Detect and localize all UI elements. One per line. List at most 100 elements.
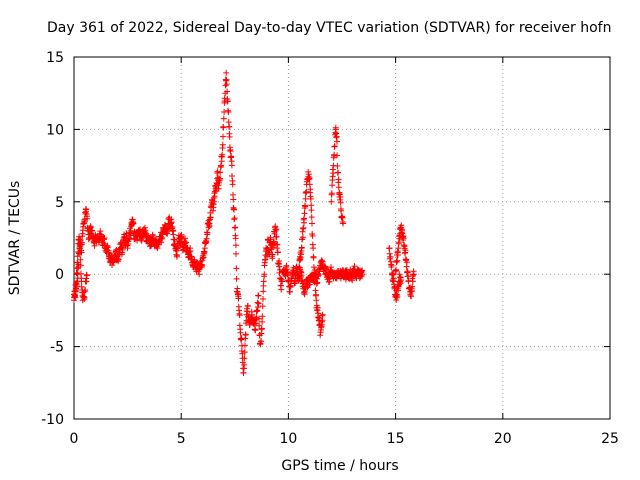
data-point <box>299 234 306 241</box>
data-point <box>233 275 240 282</box>
data-point <box>105 247 112 254</box>
data-point <box>253 314 260 321</box>
data-point <box>300 224 307 231</box>
data-point <box>228 153 235 160</box>
data-point <box>84 215 91 222</box>
data-point <box>301 215 308 222</box>
data-point <box>394 257 401 264</box>
data-point <box>81 294 88 301</box>
data-point <box>309 220 315 227</box>
data-point <box>258 325 265 332</box>
data-point <box>319 311 326 318</box>
data-point <box>214 168 221 175</box>
data-point <box>227 148 234 155</box>
data-point <box>89 227 96 234</box>
chart-title: Day 361 of 2022, Sidereal Day-to-day VTE… <box>47 20 611 36</box>
data-point <box>224 98 231 105</box>
data-point <box>220 124 227 131</box>
data-point <box>225 109 232 115</box>
data-point <box>124 245 131 252</box>
data-point <box>298 272 305 279</box>
data-point <box>217 169 224 176</box>
data-point <box>235 295 242 302</box>
data-point <box>233 250 239 257</box>
data-point <box>314 304 321 311</box>
data-point <box>329 182 336 189</box>
data-point <box>335 184 342 191</box>
data-point <box>310 264 317 271</box>
data-point <box>302 203 309 210</box>
data-point <box>115 256 122 263</box>
data-point <box>101 235 108 241</box>
data-point <box>271 238 277 245</box>
data-point <box>204 229 211 236</box>
x-tick-label: 5 <box>177 431 186 447</box>
data-point <box>337 199 344 206</box>
data-point <box>220 115 227 122</box>
data-point <box>307 186 314 193</box>
data-point <box>242 331 249 338</box>
data-point <box>232 235 239 242</box>
y-tick-label: -10 <box>41 412 64 428</box>
data-point <box>328 190 335 197</box>
data-point <box>77 249 84 256</box>
data-point <box>199 263 205 270</box>
data-point <box>298 244 305 251</box>
data-point <box>196 271 203 278</box>
data-point <box>211 198 218 205</box>
data-point <box>241 361 248 368</box>
data-point <box>338 207 345 214</box>
data-point <box>310 254 317 261</box>
data-point <box>219 151 226 158</box>
data-point <box>256 315 262 322</box>
data-point <box>410 271 417 278</box>
data-point <box>73 279 80 286</box>
data-point <box>260 278 267 285</box>
data-point <box>97 228 104 235</box>
data-point <box>334 138 340 145</box>
data-point <box>402 247 409 254</box>
data-point <box>82 287 89 293</box>
data-point <box>77 256 84 263</box>
data-point <box>74 259 81 266</box>
data-point <box>236 312 243 319</box>
data-point <box>251 321 258 327</box>
data-point <box>340 220 347 227</box>
data-point <box>260 288 267 295</box>
data-point <box>276 258 283 264</box>
data-point <box>83 278 90 285</box>
data-point <box>308 214 315 221</box>
data-point <box>274 241 281 248</box>
data-point <box>259 303 266 310</box>
data-point <box>313 291 319 298</box>
data-point <box>73 265 80 272</box>
data-point <box>258 338 265 345</box>
data-point <box>252 320 259 327</box>
data-point <box>296 264 303 270</box>
data-point <box>331 143 338 150</box>
data-point <box>279 278 286 285</box>
data-point <box>396 271 403 278</box>
data-point <box>390 271 397 278</box>
data-point <box>409 283 416 290</box>
data-point <box>83 272 90 279</box>
data-point <box>219 141 226 148</box>
data-point <box>215 185 222 192</box>
data-point <box>301 210 308 217</box>
data-point <box>349 277 356 284</box>
data-point <box>408 293 415 300</box>
data-point <box>255 292 262 299</box>
data-point <box>395 239 402 246</box>
data-point <box>72 285 79 292</box>
data-point <box>334 152 341 159</box>
data-point <box>276 263 283 270</box>
data-point <box>307 195 314 202</box>
data-point <box>359 271 366 278</box>
data-point <box>228 162 235 169</box>
data-point <box>224 88 231 95</box>
data-point <box>273 227 280 233</box>
data-point <box>76 243 83 250</box>
x-tick-label: 15 <box>387 431 405 447</box>
axis-layer: 0 5 10 15 20 25 -10 -5 0 5 10 15 <box>41 50 619 447</box>
